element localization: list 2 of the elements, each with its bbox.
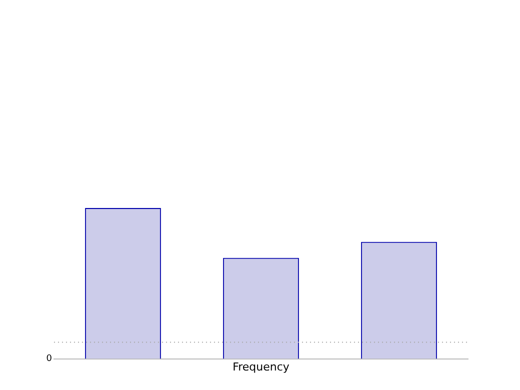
text: 0: [46, 354, 52, 364]
x-axis-title: Frequency: [232, 360, 290, 374]
